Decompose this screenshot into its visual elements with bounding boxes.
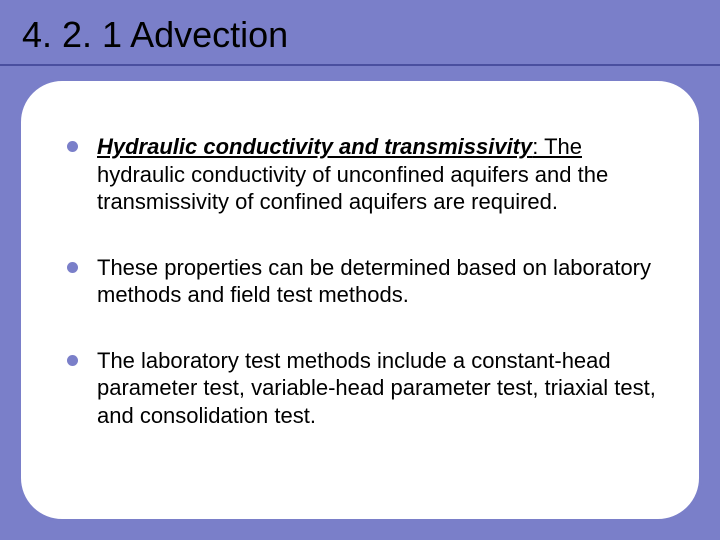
list-item: These properties can be determined based… xyxy=(67,254,667,309)
slide-title: 4. 2. 1 Advection xyxy=(22,14,288,56)
content-panel: Hydraulic conductivity and transmissivit… xyxy=(18,78,702,522)
bullet-rest: The laboratory test methods include a co… xyxy=(97,348,656,428)
bullet-lead-bold: Hydraulic conductivity and transmissivit… xyxy=(97,134,532,159)
list-item: The laboratory test methods include a co… xyxy=(67,347,667,430)
list-item: Hydraulic conductivity and transmissivit… xyxy=(67,133,667,216)
bullet-list: Hydraulic conductivity and transmissivit… xyxy=(67,133,667,467)
bullet-lead-plain: : The xyxy=(532,134,582,159)
bullet-rest: hydraulic conductivity of unconfined aqu… xyxy=(97,162,608,215)
title-underline xyxy=(0,64,720,66)
bullet-rest: These properties can be determined based… xyxy=(97,255,651,308)
bullet-lead-underlined: Hydraulic conductivity and transmissivit… xyxy=(97,134,582,159)
